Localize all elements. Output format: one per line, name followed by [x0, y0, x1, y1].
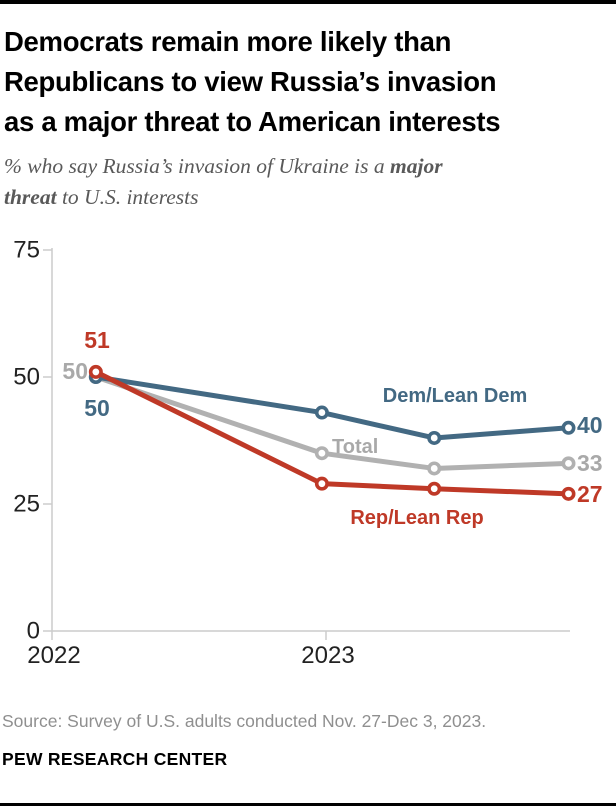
y-tick-label: 75 [13, 237, 40, 264]
data-point-marker [88, 364, 103, 379]
series-line-rep-lean-rep [93, 369, 571, 497]
brand: PEW RESEARCH CENTER [2, 749, 228, 769]
subtitle-regular-text: to U.S. interests [56, 185, 199, 209]
data-point-marker [561, 420, 576, 435]
total-start-value: 50 [62, 358, 88, 384]
y-tick-label: 25 [13, 491, 40, 518]
data-point-marker [561, 486, 576, 501]
source-note: Source: Survey of U.S. adults conducted … [2, 711, 487, 731]
rep-series-label: Rep/Lean Rep [350, 507, 483, 529]
subtitle-bold-text: major [390, 154, 443, 178]
title-line-2: Republicans to view Russia’s invasion [4, 66, 497, 97]
dem-series-label: Dem/Lean Dem [383, 385, 528, 407]
line-chart-svg: 0 25 50 75 2022 2023 51 50 50 Dem/Lean Dem Total Re… [13, 237, 603, 670]
x-tick-label: 2023 [301, 642, 354, 669]
data-point-marker [427, 481, 442, 496]
dem-start-value: 50 [84, 395, 110, 421]
subtitle-line-1: % who say Russia’s invasion of Ukraine i… [4, 151, 604, 182]
threat-line-chart: 0 25 50 75 2022 2023 51 50 50 Dem/Lean Dem Total Re… [0, 230, 616, 670]
y-tick-label: 0 [27, 618, 40, 645]
y-tick-label: 50 [13, 364, 40, 391]
rep-end-value: 27 [577, 481, 603, 507]
subtitle-bold-text: threat [4, 185, 57, 209]
data-point-marker [427, 461, 442, 476]
x-tick-label: 2022 [27, 642, 80, 669]
total-series-label: Total [332, 436, 378, 458]
subtitle-line-2: threat to U.S. interests [4, 182, 604, 213]
data-point-marker [314, 476, 329, 491]
chart-title: Democrats remain more likely than Republ… [4, 22, 616, 142]
bottom-rule [0, 803, 616, 806]
series-line-total [93, 374, 571, 471]
rep-start-value: 51 [84, 327, 110, 353]
top-rule [0, 0, 616, 4]
series-line-dem-lean-dem [93, 374, 571, 441]
subtitle-regular-text: % who say Russia’s invasion of Ukraine i… [4, 154, 391, 178]
total-end-value: 33 [577, 450, 603, 476]
dem-end-value: 40 [577, 412, 603, 438]
title-line-3: as a major threat to American interests [4, 106, 501, 137]
data-point-marker [314, 446, 329, 461]
data-point-marker [561, 456, 576, 471]
chart-subtitle: % who say Russia’s invasion of Ukraine i… [4, 151, 604, 213]
title-line-1: Democrats remain more likely than [4, 26, 452, 57]
data-point-marker [427, 430, 442, 445]
data-point-marker [314, 405, 329, 420]
